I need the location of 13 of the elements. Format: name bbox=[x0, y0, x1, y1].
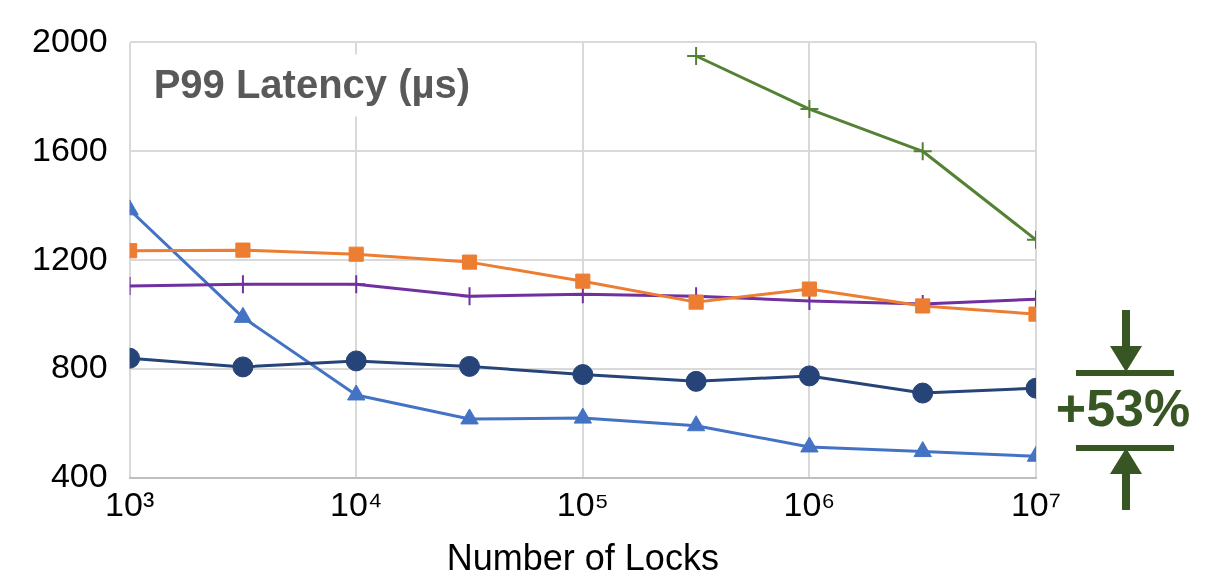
y-tick-label: 2000 bbox=[32, 20, 108, 59]
y-tick-label: 400 bbox=[50, 456, 108, 495]
x-tick-label: 10⁷ bbox=[1010, 484, 1062, 523]
x-tick-label: 10³ bbox=[105, 484, 155, 523]
x-tick-label: 10⁴ bbox=[330, 484, 383, 523]
y-tick-label: 800 bbox=[50, 347, 108, 386]
y-tick-label: 1600 bbox=[32, 129, 108, 168]
text: +53% bbox=[1055, 379, 1191, 438]
x-tick-label: 10⁶ bbox=[783, 484, 836, 523]
x-tick-label: 10⁵ bbox=[556, 484, 609, 523]
y-tick-label: 1200 bbox=[32, 238, 108, 277]
text: P99 Latency (µs) bbox=[153, 62, 471, 107]
x-axis-title: Number of Locks bbox=[446, 537, 719, 579]
